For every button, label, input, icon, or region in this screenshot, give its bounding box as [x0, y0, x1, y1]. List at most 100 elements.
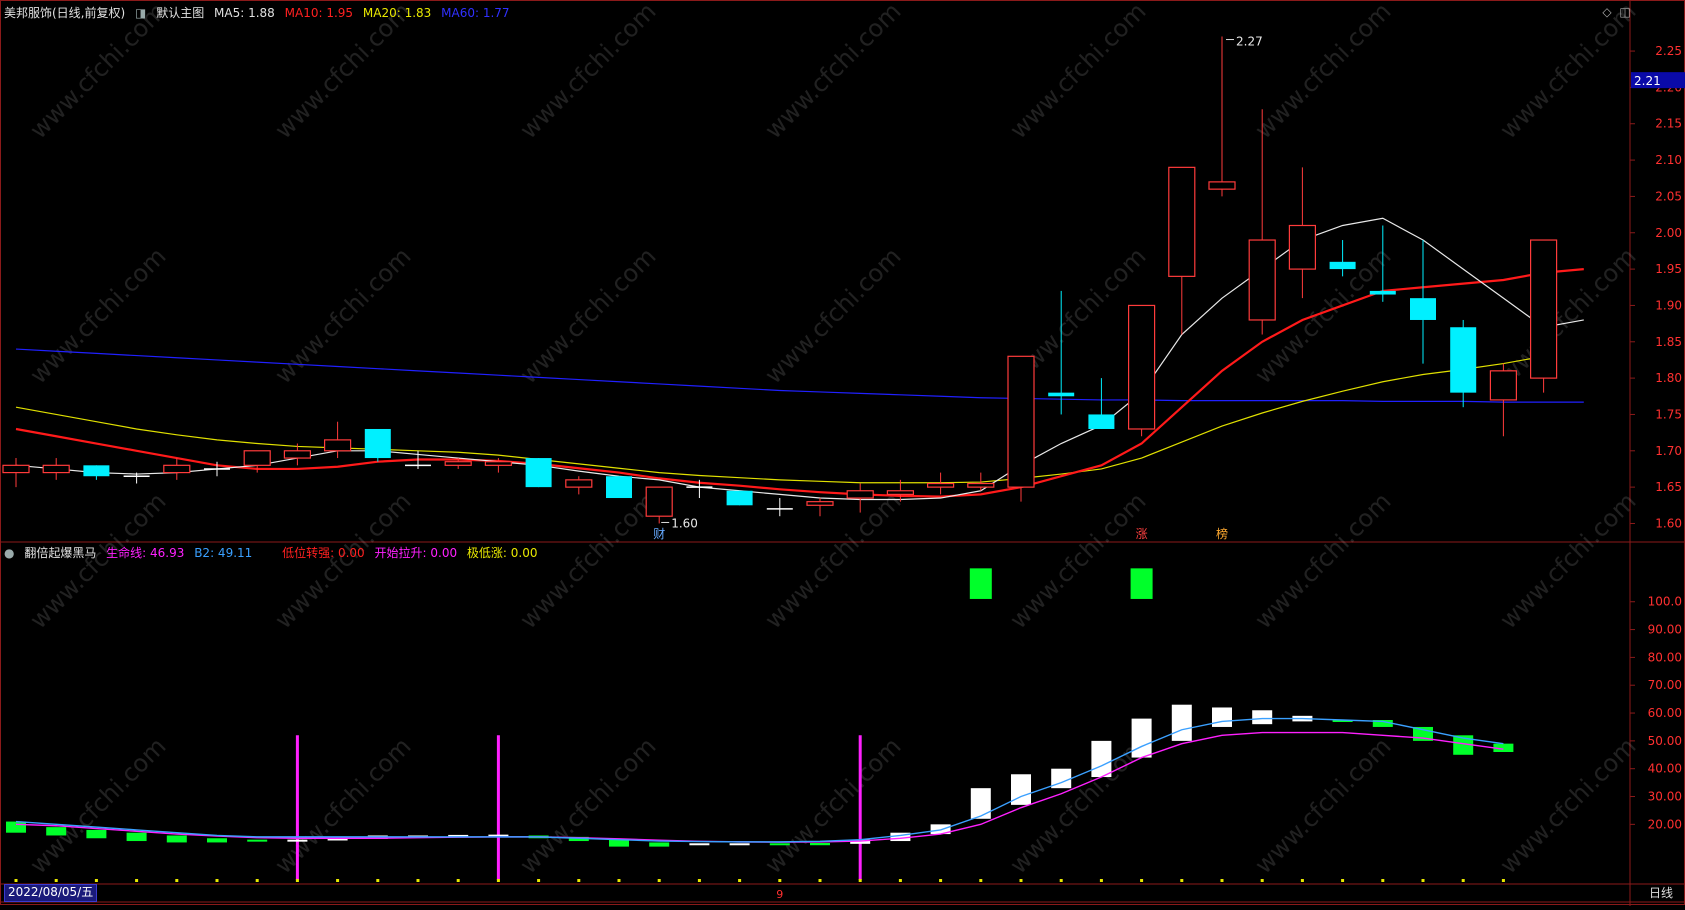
settings-icon[interactable]: ● [4, 546, 15, 560]
baseline-dot [1421, 879, 1425, 882]
indicator-bar [1493, 743, 1514, 752]
very-low-value: 极低涨: 0.00 [466, 546, 538, 560]
sub-tick-label: 50.00 [1648, 734, 1682, 748]
candle-body-up [967, 482, 995, 488]
price-tick-label: 1.90 [1655, 298, 1682, 312]
indicator-bar [46, 827, 67, 836]
watermark-text: www.cfchi.com [759, 0, 906, 144]
price-tick-label: 2.05 [1655, 189, 1682, 203]
month-marker: 9 [776, 888, 783, 901]
watermark-text: www.cfchi.com [1249, 487, 1396, 634]
ma60-line [15, 348, 1584, 403]
b2-line [15, 717, 1504, 843]
candle-body-up [1127, 304, 1156, 430]
indicator-bar [166, 835, 187, 843]
baseline-dot [336, 879, 340, 882]
candle-body-up [163, 464, 191, 474]
indicator-bar [126, 832, 147, 842]
watermark-text: www.cfchi.com [1494, 0, 1641, 144]
candle-body-up [1529, 239, 1558, 379]
watermark-text: www.cfchi.com [1249, 0, 1396, 144]
baseline-dot [215, 879, 219, 882]
candle-body-up [283, 450, 311, 459]
baseline-dot [1341, 879, 1345, 882]
candle-body-up [243, 450, 271, 466]
watermark-text: www.cfchi.com [24, 242, 171, 389]
candle-body-down [1410, 298, 1436, 320]
watermark-text: www.cfchi.com [1494, 732, 1641, 879]
indicator-bar [609, 839, 629, 847]
indicator-bar [810, 842, 830, 846]
ma10-value: MA10: 1.95 [284, 6, 354, 20]
indicator-bar [769, 843, 790, 846]
sub-tick-label: 90.00 [1648, 623, 1682, 637]
candle-body-up [1007, 355, 1035, 488]
indicator-bar [890, 832, 911, 842]
collapse-icon[interactable]: ◨ [135, 6, 147, 20]
indicator-bar [207, 838, 227, 843]
price-tick-label: 1.65 [1655, 480, 1682, 494]
indicator-bar [1212, 707, 1232, 727]
indicator-bar [1332, 720, 1353, 722]
candle-body-up [324, 439, 352, 452]
candle-body-down [1369, 290, 1396, 295]
watermark-text: www.cfchi.com [514, 732, 661, 879]
watermark-text: www.cfchi.com [1004, 0, 1151, 144]
baseline-dot [496, 879, 500, 882]
price-tick-label: 2.25 [1655, 44, 1682, 58]
baseline-dot [858, 879, 862, 882]
baseline-dot [939, 879, 943, 882]
watermark-text: www.cfchi.com [1494, 242, 1641, 389]
baseline-dot [778, 879, 782, 882]
baseline-dot [1381, 879, 1385, 882]
cursor-date: 2022/08/05/五 [4, 884, 98, 902]
watermark-text: www.cfchi.com [24, 0, 171, 144]
indicator-bar [1171, 704, 1192, 741]
indicator-bar [729, 843, 750, 846]
price-tick-label: 2.00 [1655, 226, 1682, 240]
template-name[interactable]: 默认主图 [156, 6, 205, 20]
candle-body-down [726, 490, 753, 506]
b2-value: B2: 49.11 [194, 546, 253, 560]
baseline-dot [1260, 879, 1264, 882]
ma20-value: MA20: 1.83 [362, 6, 432, 20]
baseline-dot [94, 879, 98, 882]
baseline-dot [1059, 879, 1063, 882]
candle-body-up [42, 464, 70, 474]
watermark-text: www.cfchi.com [514, 0, 661, 144]
diamond-icon[interactable]: ◇ [1602, 5, 1612, 19]
watermark-text: www.cfchi.com [1249, 732, 1396, 879]
candle-body-down [83, 465, 110, 477]
main-chart-header: 美邦服饰(日线,前复权) ◨ 默认主图 MA5: 1.88 MA10: 1.95… [4, 4, 516, 21]
baseline-dot [617, 879, 621, 882]
period-selector[interactable]: 日线 [1648, 886, 1673, 900]
candle-body-up [484, 461, 512, 466]
high-price-label: 2.27 [1236, 35, 1263, 49]
candle-body-down [1450, 327, 1477, 393]
candle-body-down [364, 428, 391, 459]
candle-body-down [525, 458, 552, 488]
indicator-bar [1372, 720, 1393, 727]
indicator-bar [1091, 740, 1112, 778]
indicator-title[interactable]: 翻倍起爆黑马 [24, 546, 97, 560]
watermark-text: www.cfchi.com [1494, 487, 1641, 634]
indicator-bar [1131, 718, 1152, 758]
baseline-dot [54, 879, 58, 882]
current-price-label: 2.21 [1634, 74, 1661, 88]
price-tick-label: 1.95 [1655, 262, 1682, 276]
indicator-bar [448, 834, 469, 838]
low-turn-value: 低位转强: 0.00 [282, 546, 365, 560]
indicator-bar [1453, 735, 1474, 755]
watermark-text: www.cfchi.com [269, 732, 416, 879]
indicator-bar [287, 839, 308, 842]
baseline-dot [1220, 879, 1224, 882]
sub-tick-label: 40.00 [1648, 762, 1682, 776]
price-tick-label: 1.80 [1655, 371, 1682, 385]
stock-title[interactable]: 美邦服饰(日线,前复权) [4, 6, 126, 20]
ma10-line [15, 268, 1584, 498]
maximize-icon[interactable]: ◫ [1619, 5, 1631, 19]
baseline-dot [456, 879, 460, 882]
indicator-bar [689, 843, 710, 846]
baseline-dot [255, 879, 259, 882]
